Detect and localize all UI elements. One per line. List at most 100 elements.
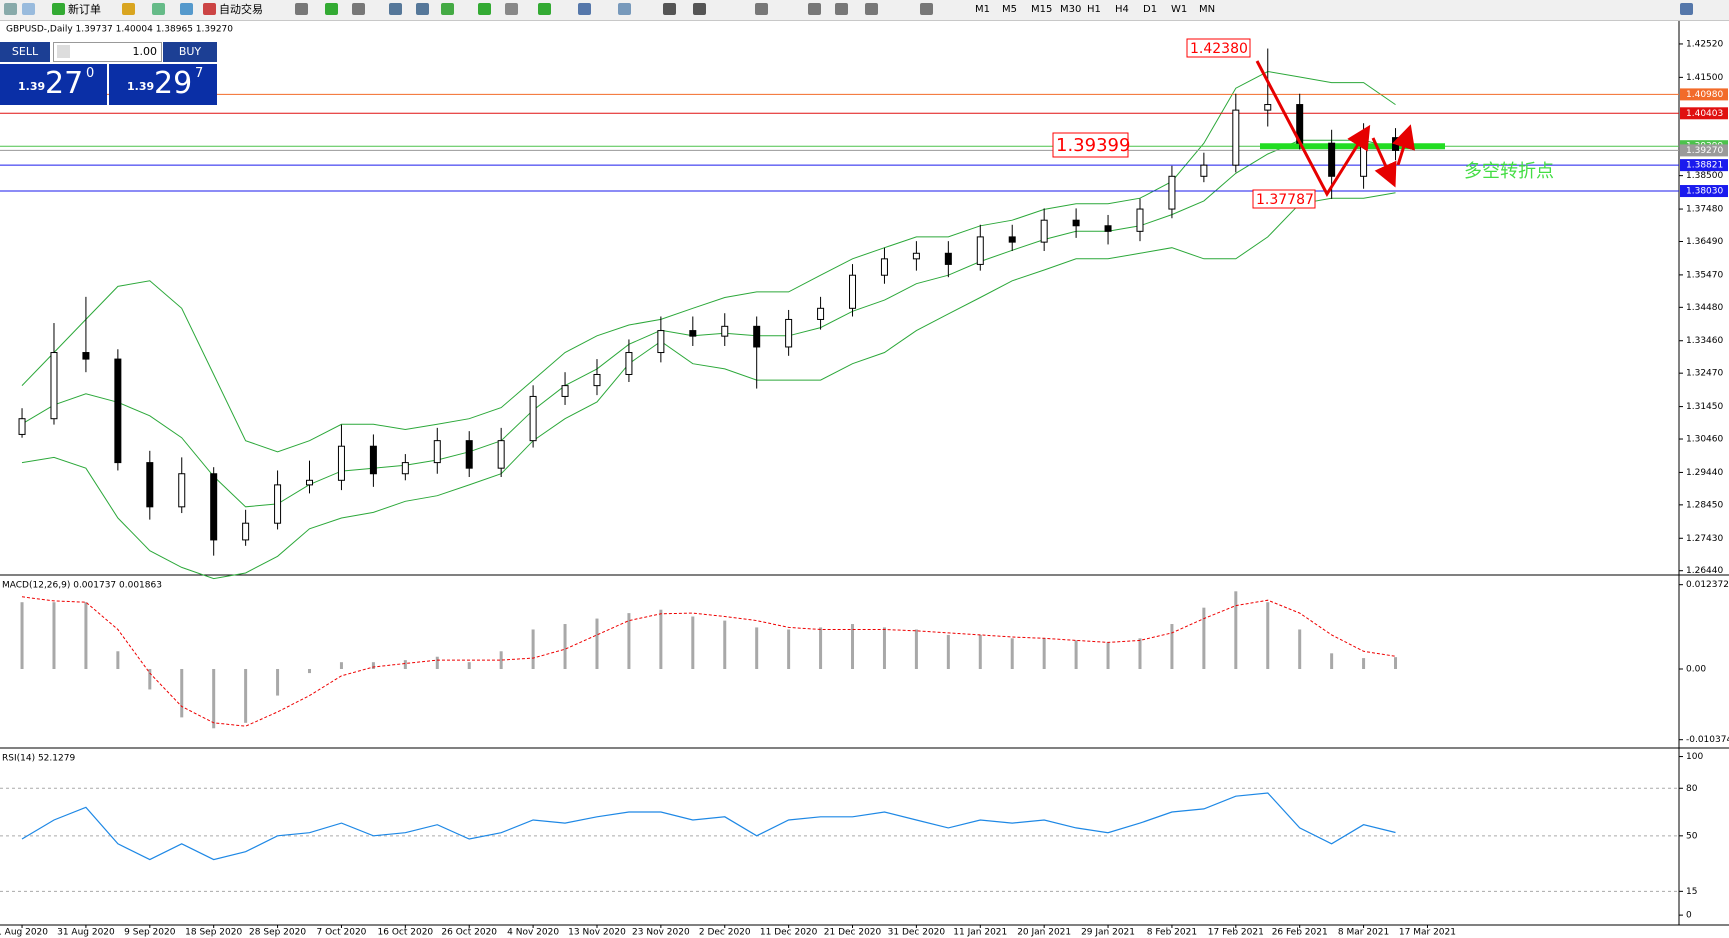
- candle-body: [1392, 137, 1400, 151]
- timeframe[interactable]: H1: [1087, 4, 1101, 15]
- x-tick-label: 26 Oct 2020: [441, 928, 497, 938]
- new-order[interactable]: 新订单: [68, 3, 101, 16]
- sell-button[interactable]: SELL: [0, 42, 50, 62]
- rsi-line: [21, 792, 1396, 861]
- price-prefix: 1.39: [18, 80, 46, 93]
- macd-bar: [339, 662, 343, 669]
- macd-bar: [1234, 591, 1238, 669]
- price-fraction: 7: [195, 66, 204, 81]
- x-tick-label: 26 Feb 2021: [1272, 928, 1328, 938]
- candle-body: [242, 522, 250, 541]
- icon[interactable]: [325, 3, 338, 15]
- macd-bar: [371, 662, 375, 669]
- annotation: 1.42380: [1190, 41, 1248, 57]
- macd-bar: [946, 634, 950, 669]
- x-tick-label: 18 Sep 2020: [185, 928, 242, 938]
- timeframe[interactable]: W1: [1171, 4, 1188, 15]
- candle-body: [625, 352, 633, 375]
- macd-bar: [467, 662, 471, 669]
- icon[interactable]: [52, 3, 65, 15]
- x-tick-label: 31 Dec 2020: [888, 928, 946, 938]
- candle-body: [880, 258, 888, 276]
- price-level-tag: [1680, 88, 1728, 101]
- y-tick-label: 1.34480: [1686, 303, 1723, 313]
- buy-button[interactable]: BUY: [163, 42, 217, 62]
- icon[interactable]: [505, 3, 518, 15]
- macd-bar: [212, 668, 216, 729]
- icon[interactable]: [618, 3, 631, 15]
- timeframe[interactable]: M15: [1031, 4, 1053, 15]
- sell-price[interactable]: 1.39 27 0: [0, 64, 107, 105]
- x-tick-label: 8 Feb 2021: [1147, 928, 1197, 938]
- timeframe[interactable]: M1: [975, 4, 990, 15]
- timeframe[interactable]: MN: [1199, 4, 1216, 15]
- auto-trading[interactable]: 自动交易: [219, 3, 263, 16]
- icon[interactable]: [755, 3, 768, 15]
- macd-bar: [723, 620, 727, 669]
- candle-body: [178, 473, 186, 508]
- candle-body: [369, 445, 377, 475]
- spin[interactable]: [57, 45, 70, 58]
- icon[interactable]: [4, 3, 17, 15]
- candle-body: [721, 325, 729, 337]
- price-level-tag: [1680, 159, 1728, 172]
- icon[interactable]: [663, 3, 676, 15]
- lot-input[interactable]: 1.00: [53, 42, 162, 62]
- icon[interactable]: [22, 3, 35, 15]
- rsi-title: RSI(14) 52.1279: [2, 754, 75, 764]
- icon[interactable]: [352, 3, 365, 15]
- x-tick-label: 16 Oct 2020: [378, 928, 434, 938]
- icon[interactable]: [441, 3, 454, 15]
- y-tick-label: 1.42520: [1686, 39, 1723, 49]
- icon[interactable]: [693, 3, 706, 15]
- icon[interactable]: [478, 3, 491, 15]
- candle-body: [944, 252, 952, 265]
- icon[interactable]: [180, 3, 193, 15]
- macd-bar: [1394, 657, 1398, 669]
- timeframe[interactable]: M5: [1002, 4, 1017, 15]
- macd-bar: [1010, 638, 1014, 669]
- candle-body: [1168, 175, 1176, 210]
- icon[interactable]: [1680, 3, 1693, 15]
- icon[interactable]: [808, 3, 821, 15]
- icon[interactable]: [538, 3, 551, 15]
- timeframe[interactable]: D1: [1143, 4, 1158, 15]
- icon[interactable]: [416, 3, 429, 15]
- x-tick-label: 20 Jan 2021: [1017, 928, 1071, 938]
- price-level-tag: [1680, 107, 1728, 120]
- candle-body: [146, 462, 154, 508]
- icon[interactable]: [835, 3, 848, 15]
- candle-body: [401, 462, 409, 475]
- candle-body: [1328, 142, 1336, 177]
- macd-bar: [787, 629, 791, 669]
- macd-bar: [1266, 602, 1270, 669]
- icon[interactable]: [122, 3, 135, 15]
- macd-bar: [851, 624, 855, 669]
- x-tick-label: 31 Aug 2020: [57, 928, 115, 938]
- macd-bar: [52, 602, 56, 669]
- y-tick-label: 0.00: [1686, 664, 1706, 674]
- icon[interactable]: [152, 3, 165, 15]
- icon[interactable]: [920, 3, 933, 15]
- icon[interactable]: [295, 3, 308, 15]
- y-tick-label: 1.35470: [1686, 270, 1723, 280]
- macd-bar: [244, 668, 248, 723]
- x-tick-label: 11 Dec 2020: [760, 928, 818, 938]
- timeframe[interactable]: M30: [1060, 4, 1082, 15]
- candle-body: [561, 385, 569, 397]
- y-tick-label: 80: [1686, 784, 1698, 794]
- icon[interactable]: [578, 3, 591, 15]
- y-tick-label: 1.36490: [1686, 237, 1723, 247]
- icon[interactable]: [389, 3, 402, 15]
- icon[interactable]: [865, 3, 878, 15]
- candle-body: [849, 274, 857, 309]
- icon[interactable]: [203, 3, 216, 15]
- timeframe[interactable]: H4: [1115, 4, 1129, 15]
- candle-body: [274, 484, 282, 524]
- x-tick-label: 21 Dec 2020: [824, 928, 882, 938]
- bollinger-middle: [21, 139, 1396, 508]
- x-tick-label: 7 Oct 2020: [316, 928, 366, 938]
- buy-price[interactable]: 1.39 29 7: [109, 64, 217, 105]
